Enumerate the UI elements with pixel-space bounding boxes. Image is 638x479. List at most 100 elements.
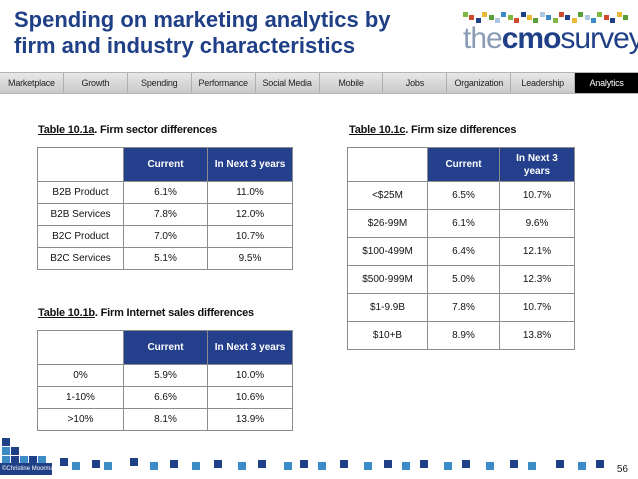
decor-square (150, 462, 158, 470)
table-row: B2B Product 6.1% 11.0% (37, 181, 293, 204)
nav-tab-mobile[interactable]: Mobile (320, 73, 384, 93)
decor-square (38, 456, 46, 464)
logo-dot (469, 15, 475, 20)
logo-dot (488, 15, 494, 20)
decor-square (92, 460, 100, 468)
decor-square (420, 460, 428, 468)
decor-square (510, 460, 518, 468)
decor-square (258, 460, 266, 468)
decor-square (170, 460, 178, 468)
decor-square (11, 456, 19, 464)
decor-square (384, 460, 392, 468)
row-label: >10% (37, 408, 124, 431)
decor-square (486, 462, 494, 470)
table-row: >10% 8.1% 13.9% (37, 408, 293, 431)
logo-dot (559, 12, 564, 17)
decor-square (596, 460, 604, 468)
table-row: $100-499M 6.4% 12.1% (347, 237, 575, 266)
table-cell: 10.7% (499, 181, 575, 210)
decor-square (238, 462, 246, 470)
nav-tab-spending[interactable]: Spending (128, 73, 192, 93)
row-label: $100-499M (347, 237, 428, 266)
table-c-caption-text: . Firm size differences (405, 124, 517, 136)
decor-square (2, 447, 10, 455)
table-cell: 10.7% (499, 293, 575, 322)
logo-dot (539, 12, 545, 17)
table-cell: 11.0% (207, 181, 293, 204)
logo-dot (527, 15, 532, 20)
nav-tab-marketplace[interactable]: Marketplace (0, 73, 64, 93)
table-cell: 5.9% (123, 364, 208, 387)
table-b-caption-text: . Firm Internet sales differences (94, 307, 254, 319)
table-cell: 8.1% (123, 408, 208, 431)
table-row: $1-9.9B 7.8% 10.7% (347, 293, 575, 322)
table-cell: 12.0% (207, 203, 293, 226)
nav-tab-growth[interactable]: Growth (64, 73, 128, 93)
row-label: $10+B (347, 321, 428, 350)
decor-square (20, 456, 28, 464)
table-row: B2B Services 7.8% 12.0% (37, 203, 293, 226)
table-cell: 10.0% (207, 364, 293, 387)
decor-square (556, 460, 564, 468)
table-row: 1-10% 6.6% 10.6% (37, 386, 293, 409)
nav-tab-analytics[interactable]: Analytics (575, 73, 638, 93)
row-label: $26-99M (347, 209, 428, 238)
logo-dot (578, 12, 584, 17)
logo-wordmark: thecmosurvey (463, 22, 638, 56)
table-row: 0% 5.9% 10.0% (37, 364, 293, 387)
logo-dots (463, 12, 631, 24)
column-header: In Next 3 years (207, 330, 293, 365)
decor-square (462, 460, 470, 468)
table-b-internet-sales: Current In Next 3 years 0% 5.9% 10.0% 1-10% 6.… (37, 330, 293, 431)
decor-square (60, 458, 68, 466)
row-label: B2B Product (37, 181, 124, 204)
row-label: B2C Product (37, 225, 124, 248)
table-row: $10+B 8.9% 13.8% (347, 321, 575, 350)
table-a-caption: Table 10.1a. Firm sector differences (38, 124, 217, 136)
logo-part-cmo: cmo (501, 22, 562, 55)
table-cell: 7.8% (427, 293, 500, 322)
table-cell: 9.5% (207, 247, 293, 270)
nav-tab-leadership[interactable]: Leadership (511, 73, 576, 93)
logo-dot (552, 18, 558, 23)
decor-square (318, 462, 326, 470)
row-label: B2B Services (37, 203, 124, 226)
table-row: <$25M 6.5% 10.7% (347, 181, 575, 210)
nav-tab-organization[interactable]: Organization (447, 73, 512, 93)
table-a-caption-id: Table 10.1a (38, 124, 95, 136)
table-cell: 10.7% (207, 225, 293, 248)
logo-dot (603, 15, 609, 20)
slide-title: Spending on marketing analytics by firm … (14, 7, 391, 58)
logo-dot (546, 15, 552, 20)
table-row: B2C Product 7.0% 10.7% (37, 225, 293, 248)
decor-square (402, 462, 410, 470)
table-cell: 12.1% (499, 237, 575, 266)
logo-part-the: the (463, 22, 503, 55)
decor-square (104, 462, 112, 470)
logo-dot (623, 15, 628, 20)
nav-tab-performance[interactable]: Performance (192, 73, 256, 93)
decor-square (214, 460, 222, 468)
table-cell: 10.6% (207, 386, 293, 409)
decor-square (284, 462, 292, 470)
table-cell: 6.1% (427, 209, 500, 238)
page-number: 56 (616, 464, 628, 475)
logo-dot (610, 18, 616, 23)
section-nav-bar: Marketplace Growth Spending Performance Soci… (0, 72, 638, 94)
logo-dot (591, 18, 596, 23)
table-c-firm-size: Current In Next 3 years <$25M 6.5% 10.7% $26-… (347, 147, 575, 350)
nav-tab-social-media[interactable]: Social Media (256, 73, 320, 93)
nav-tab-jobs[interactable]: Jobs (383, 73, 448, 93)
column-header (347, 147, 428, 182)
table-a-firm-sector: Current In Next 3 years B2B Product 6.1% 11.… (37, 147, 293, 270)
row-label: $1-9.9B (347, 293, 428, 322)
decor-square (192, 462, 200, 470)
column-header: Current (123, 147, 208, 182)
table-cell: 6.4% (427, 237, 500, 266)
table-c-caption-id: Table 10.1c (349, 124, 406, 136)
table-cell: 6.6% (123, 386, 208, 409)
decor-square (578, 462, 586, 470)
logo-dot (533, 18, 539, 23)
table-row: B2C Services 5.1% 9.5% (37, 247, 293, 270)
table-cell: 5.1% (123, 247, 208, 270)
